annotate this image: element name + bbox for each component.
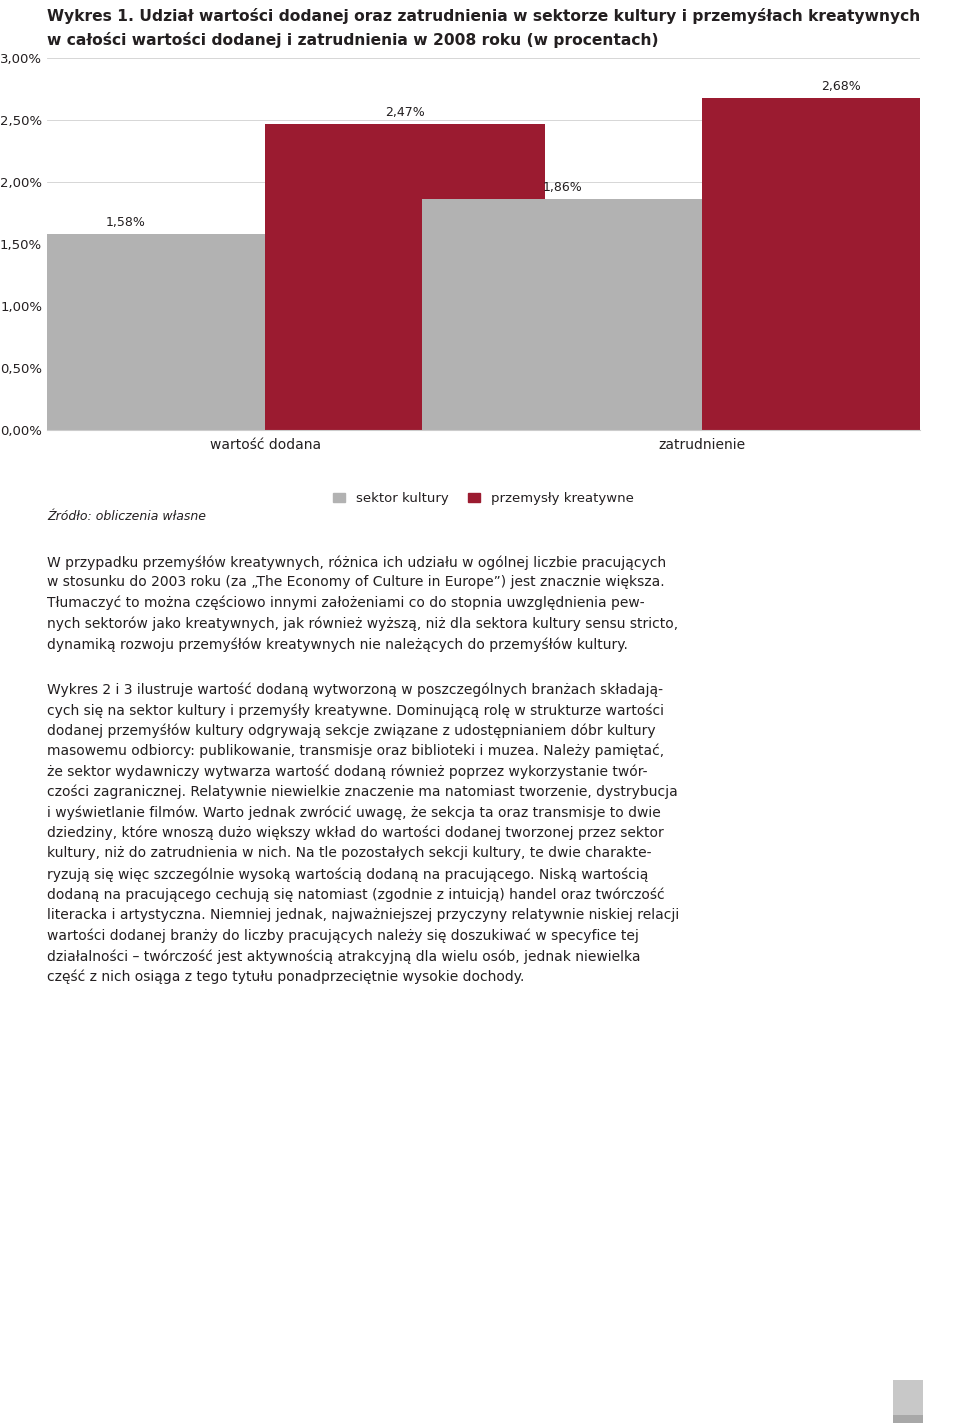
Text: działalności – twórczość jest aktywnością atrakcyjną dla wielu osób, jednak niew: działalności – twórczość jest aktywności… xyxy=(47,949,640,963)
Text: w stosunku do 2003 roku (za „The Economy of Culture in Europe”) jest znacznie wi: w stosunku do 2003 roku (za „The Economy… xyxy=(47,575,664,589)
Text: dziedziny, które wnoszą dużo większy wkład do wartości dodanej tworzonej przez s: dziedziny, które wnoszą dużo większy wkł… xyxy=(47,825,663,841)
Text: 2,68%: 2,68% xyxy=(822,80,861,92)
Text: Źródło: obliczenia własne: Źródło: obliczenia własne xyxy=(47,509,206,524)
Bar xyxy=(422,199,702,430)
Text: literacka i artystyczna. Niemniej jednak, najważniejszej przyczyny relatywnie ni: literacka i artystyczna. Niemniej jednak… xyxy=(47,908,680,922)
Text: wartości dodanej branży do liczby pracujących należy się doszukiwać w specyfice : wartości dodanej branży do liczby pracuj… xyxy=(47,928,638,943)
Text: i wyświetlanie filmów. Warto jednak zwrócić uwagę, że sekcja ta oraz transmisje : i wyświetlanie filmów. Warto jednak zwró… xyxy=(47,805,660,820)
Text: nych sektorów jako kreatywnych, jak również wyższą, niż dla sektora kultury sens: nych sektorów jako kreatywnych, jak równ… xyxy=(47,616,678,630)
Text: dynamiką rozwoju przemyśłów kreatywnych nie należących do przemyśłów kultury.: dynamiką rozwoju przemyśłów kreatywnych … xyxy=(47,638,628,652)
Text: część z nich osiąga z tego tytułu ponadprzeciętnie wysokie dochody.: część z nich osiąga z tego tytułu ponadp… xyxy=(47,969,524,983)
Text: masowemu odbiorcy: publikowanie, transmisje oraz biblioteki i muzea. Należy pami: masowemu odbiorcy: publikowanie, transmi… xyxy=(47,744,664,758)
Text: 3: 3 xyxy=(901,1395,910,1407)
Text: Wykres 1. Udział wartości dodanej oraz zatrudnienia w sektorze kultury i przemyś: Wykres 1. Udział wartości dodanej oraz z… xyxy=(47,9,921,24)
Bar xyxy=(0,233,265,430)
Bar xyxy=(702,98,960,430)
Text: kultury, niż do zatrudnienia w nich. Na tle pozostałych sekcji kultury, te dwie : kultury, niż do zatrudnienia w nich. Na … xyxy=(47,847,652,861)
Text: cych się na sektor kultury i przemyśły kreatywne. Dominującą rolę w strukturze w: cych się na sektor kultury i przemyśły k… xyxy=(47,703,664,717)
Text: ryzują się więc szczególnie wysoką wartością dodaną na pracującego. Niską wartoś: ryzują się więc szczególnie wysoką warto… xyxy=(47,867,648,881)
Text: czości zagranicznej. Relatywnie niewielkie znaczenie ma natomiast tworzenie, dys: czości zagranicznej. Relatywnie niewielk… xyxy=(47,785,678,800)
Text: 1,86%: 1,86% xyxy=(542,181,582,195)
Text: dodaną na pracującego cechują się natomiast (zgodnie z intuicją) handel oraz twó: dodaną na pracującego cechują się natomi… xyxy=(47,888,664,902)
Bar xyxy=(265,124,544,430)
Text: w całości wartości dodanej i zatrudnienia w 2008 roku (w procentach): w całości wartości dodanej i zatrudnieni… xyxy=(47,31,659,48)
Legend: sektor kultury, przemysły kreatywne: sektor kultury, przemysły kreatywne xyxy=(333,492,634,505)
Text: Tłumaczyć to można częściowo innymi założeniami co do stopnia uwzględnienia pew-: Tłumaczyć to można częściowo innymi zało… xyxy=(47,596,644,610)
Text: 2,47%: 2,47% xyxy=(385,105,425,118)
Text: 1,58%: 1,58% xyxy=(106,216,146,229)
Text: że sektor wydawniczy wytwarza wartość dodaną również poprzez wykorzystanie twór-: że sektor wydawniczy wytwarza wartość do… xyxy=(47,764,647,778)
Text: dodanej przemyśłów kultury odgrywają sekcje związane z udostępnianiem dóbr kultu: dodanej przemyśłów kultury odgrywają sek… xyxy=(47,723,656,739)
Text: Wykres 2 i 3 ilustruje wartość dodaną wytworzoną w poszczególnych branżach skład: Wykres 2 i 3 ilustruje wartość dodaną wy… xyxy=(47,683,663,697)
Text: W przypadku przemyśłów kreatywnych, różnica ich udziału w ogólnej liczbie pracuj: W przypadku przemyśłów kreatywnych, różn… xyxy=(47,555,666,569)
